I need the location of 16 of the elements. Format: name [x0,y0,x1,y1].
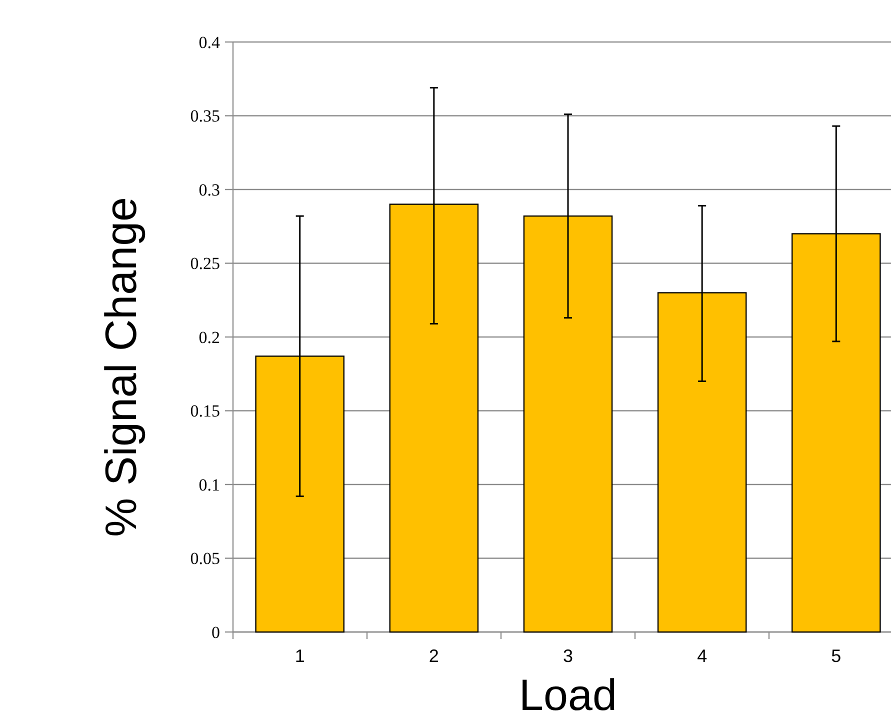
y-tick-label: 0 [212,622,220,642]
y-tick-label: 0.3 [198,180,220,200]
y-axis-title: % Signal Change [97,196,146,538]
y-tick-label: 0.35 [190,106,220,126]
y-tick-label: 0.25 [190,254,220,274]
x-tick-label: 3 [562,646,574,666]
y-tick-label: 0.05 [190,549,220,568]
y-tick-label: 0.4 [198,32,220,52]
y-tick-label: 0.1 [198,475,220,494]
x-axis-title: Load [519,671,617,714]
x-tick-label: 4 [697,646,708,666]
x-tick-label: 2 [428,646,439,666]
x-tick-label: 5 [831,646,842,666]
x-tick-label: 1 [294,646,305,666]
y-tick-label: 0.15 [190,402,220,421]
y-tick-label: 0.2 [198,328,220,347]
